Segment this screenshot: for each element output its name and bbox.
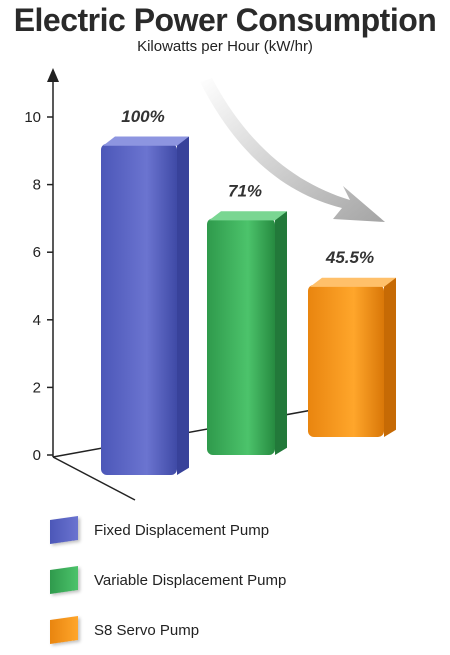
y-tick-label: 0 <box>33 447 41 464</box>
y-axis-arrowhead-icon <box>47 68 59 82</box>
data-label-servo: 45.5% <box>325 248 374 267</box>
legend-item-servo: S8 Servo Pump <box>50 605 286 655</box>
legend-swatch-variable <box>50 566 78 594</box>
y-tick-label: 8 <box>33 177 41 194</box>
legend-item-fixed: Fixed Displacement Pump <box>50 505 286 555</box>
y-tick-label: 6 <box>33 244 41 261</box>
data-label-variable: 71% <box>228 181 262 200</box>
legend-label-variable: Variable Displacement Pump <box>94 571 287 589</box>
chart-subtitle: Kilowatts per Hour (kW/hr) <box>137 38 313 55</box>
bar-side-fixed <box>177 136 189 475</box>
bar-side-servo <box>384 277 396 437</box>
y-tick-label: 2 <box>33 379 41 396</box>
bar-variable <box>207 218 275 455</box>
legend-label-servo: S8 Servo Pump <box>94 621 200 639</box>
data-label-fixed: 100% <box>121 107 164 126</box>
bar-side-variable <box>275 211 287 455</box>
bar-chart: 0 2 4 6 8 10 100% 71% 45.5% <box>24 68 396 501</box>
bar-top-servo <box>310 277 396 287</box>
chart-title: Electric Power Consumption <box>13 2 437 38</box>
bar-top-fixed <box>103 136 189 146</box>
bar-fixed <box>101 143 177 475</box>
chart-legend: Fixed Displacement Pump Variable Displac… <box>50 505 286 655</box>
legend-swatch-fixed <box>50 516 78 544</box>
legend-swatch-servo <box>50 616 78 644</box>
y-tick-label: 4 <box>33 312 41 329</box>
y-tick-label: 10 <box>24 109 41 126</box>
bar-servo <box>308 284 384 437</box>
legend-label-fixed: Fixed Displacement Pump <box>94 521 270 539</box>
bar-top-variable <box>209 211 287 221</box>
legend-item-variable: Variable Displacement Pump <box>50 555 286 605</box>
x-axis-front-line <box>52 456 136 501</box>
trend-arrow-icon <box>200 78 385 222</box>
